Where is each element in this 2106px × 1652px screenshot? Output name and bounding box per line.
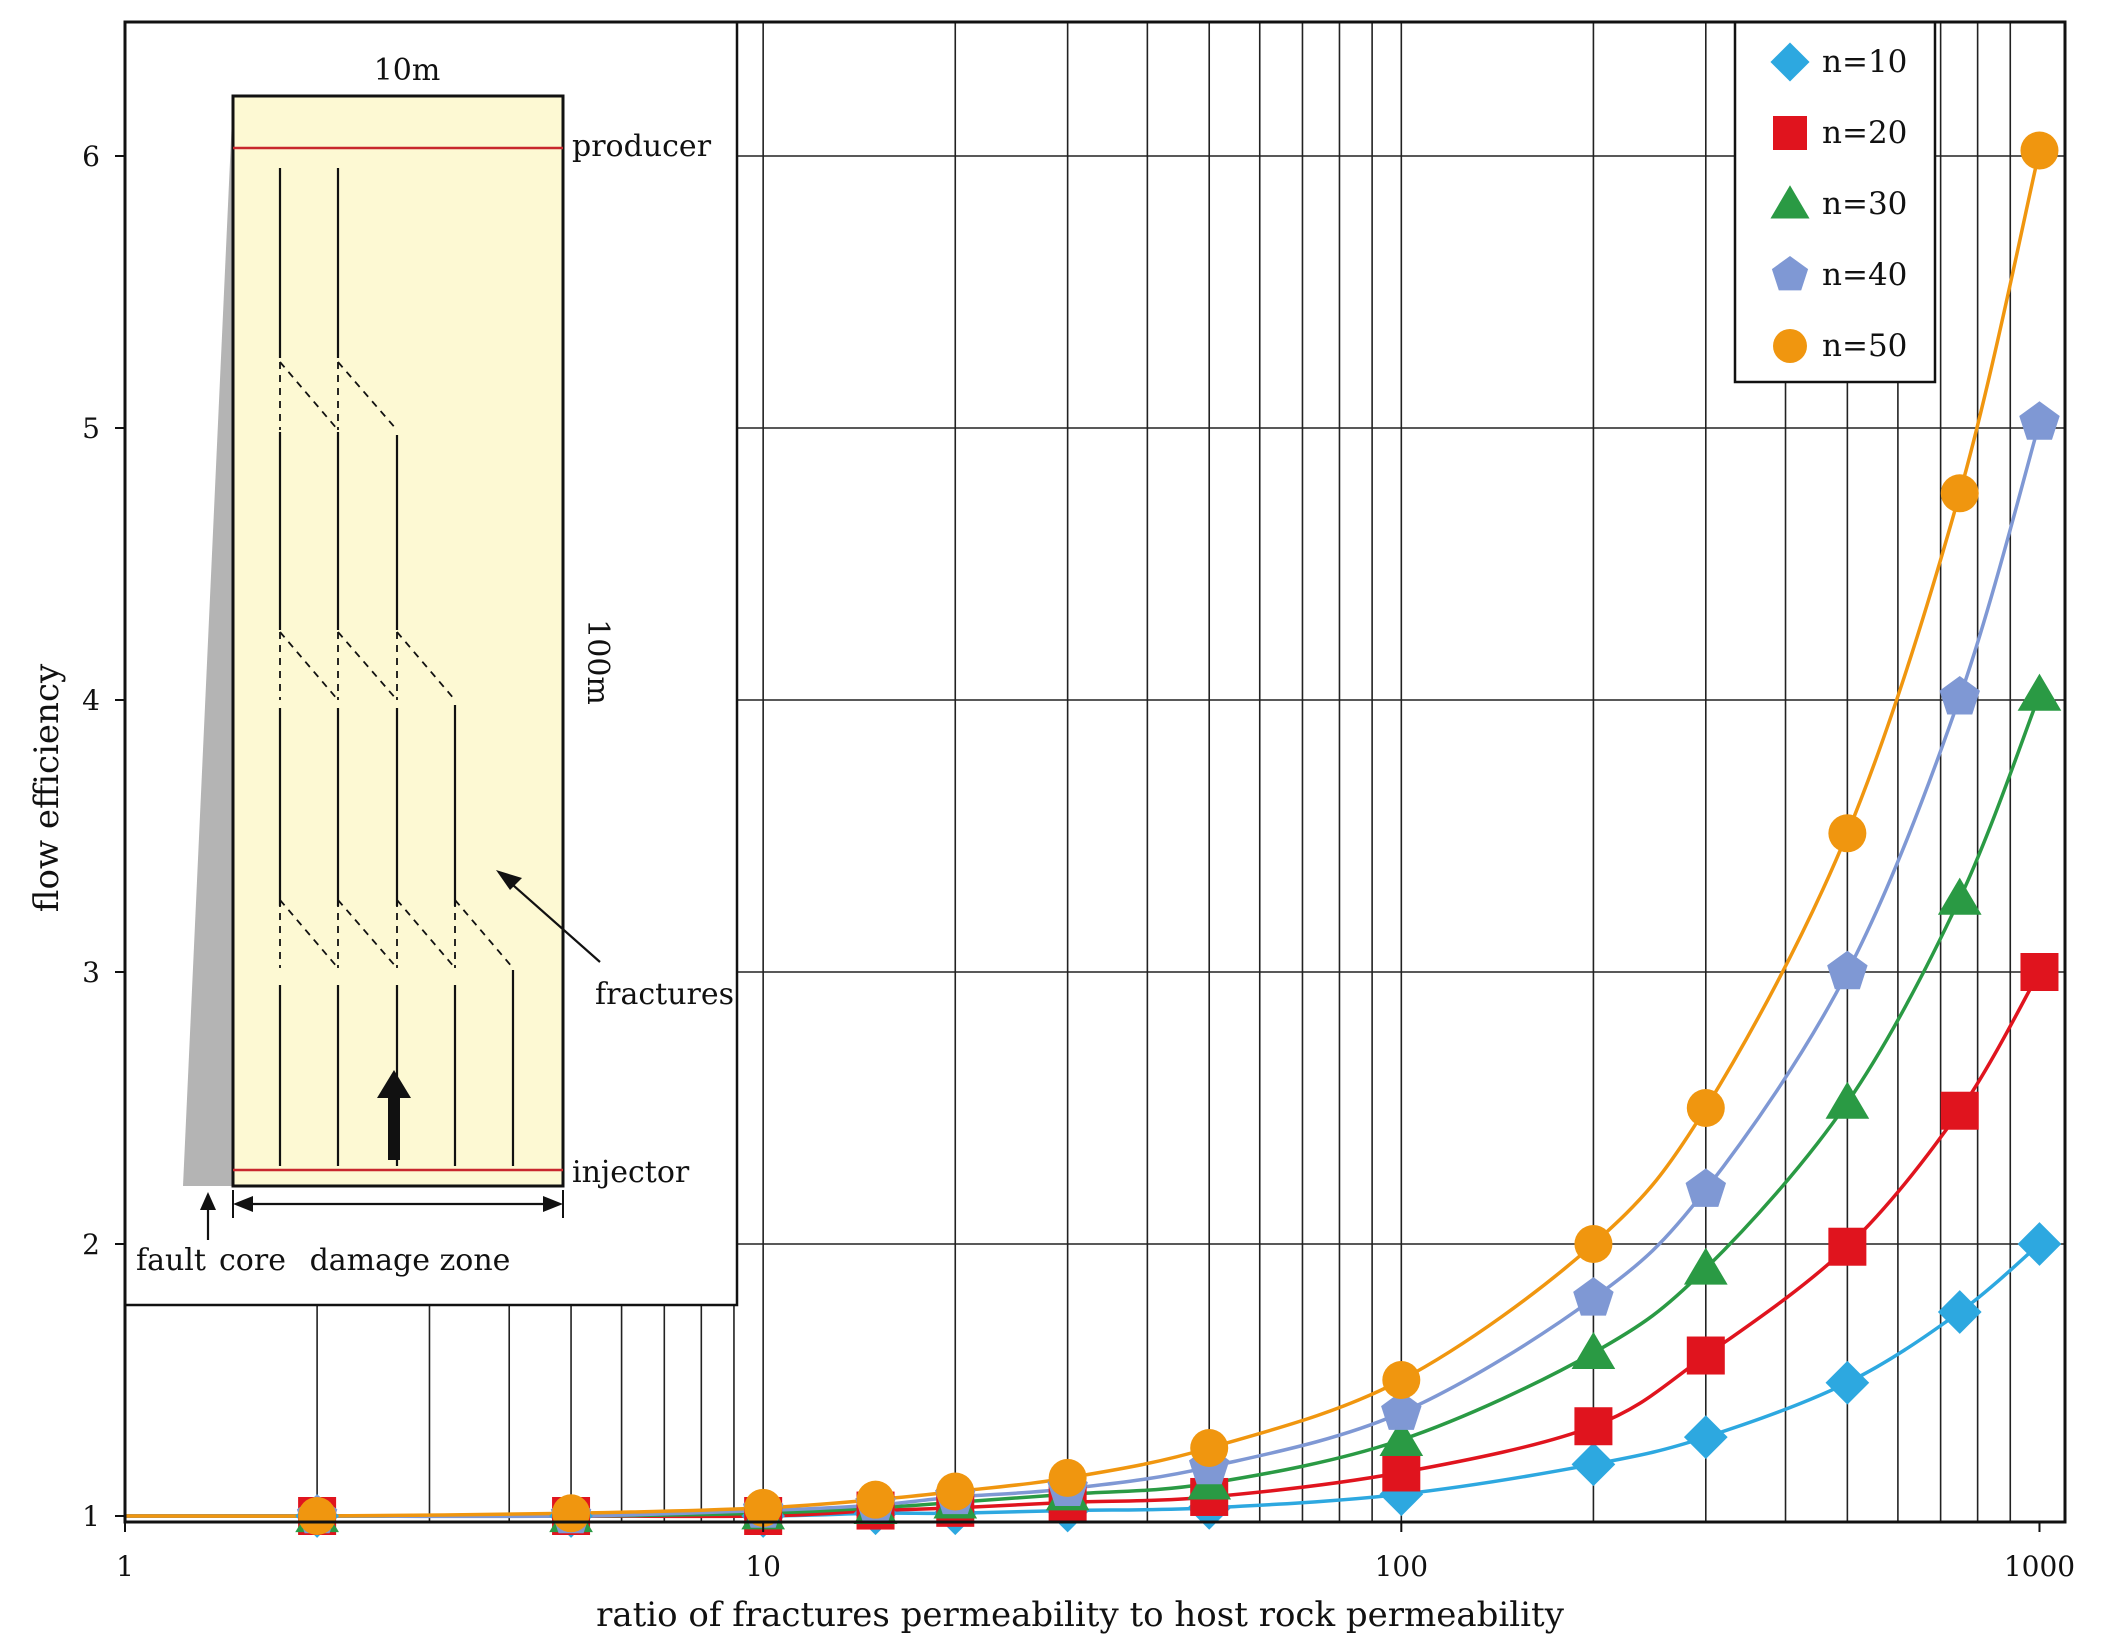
data-point-n=30 bbox=[1937, 877, 1982, 915]
plot-frame bbox=[123, 20, 2067, 1524]
data-point-n=50 bbox=[936, 1472, 975, 1511]
data-point-n=20 bbox=[1574, 1407, 1613, 1446]
legend-box bbox=[1733, 20, 1937, 384]
data-point-n=40 bbox=[1939, 676, 1980, 715]
x-tick-label: 100 bbox=[1375, 1550, 1428, 1583]
data-point-n=50 bbox=[1382, 1361, 1421, 1399]
y-axis-title: flow efficiency bbox=[27, 663, 67, 912]
legend-label: n=40 bbox=[1822, 257, 1907, 293]
fracture-link bbox=[396, 631, 456, 701]
data-point-n=20 bbox=[1828, 1227, 1867, 1266]
fractures-pointer bbox=[504, 877, 601, 963]
data-point-n=10 bbox=[2017, 1222, 2062, 1266]
data-point-n=50 bbox=[856, 1480, 895, 1519]
data-point-n=50 bbox=[1574, 1225, 1613, 1263]
data-point-n=50 bbox=[552, 1494, 591, 1533]
data-point-n=50 bbox=[2020, 131, 2059, 170]
injector-label: injector bbox=[572, 1155, 690, 1190]
fracture-link bbox=[454, 899, 514, 969]
data-point-n=30 bbox=[1825, 1081, 1870, 1119]
data-point-n=30 bbox=[1571, 1331, 1616, 1369]
legend-marker-n=10 bbox=[1770, 42, 1810, 82]
legend-label: n=20 bbox=[1822, 115, 1907, 151]
tick-labels: 1 10 100 1000 1 2 3 4 5 6 bbox=[82, 140, 2075, 1583]
y-tick-label: 5 bbox=[82, 412, 100, 445]
data-point-n=30 bbox=[1683, 1247, 1728, 1285]
data-point-n=10 bbox=[1571, 1442, 1616, 1487]
fault-label: fault bbox=[136, 1243, 206, 1278]
model-inset: 10m producer injector fractures fault core dam… bbox=[123, 20, 739, 1307]
core-label: core bbox=[219, 1243, 286, 1278]
data-point-n=40 bbox=[1685, 1168, 1727, 1207]
fracture-link bbox=[337, 361, 398, 431]
legend-label: n=50 bbox=[1822, 328, 1907, 364]
flow-arrow-shaft bbox=[388, 1090, 400, 1160]
legend-label: n=10 bbox=[1822, 44, 1907, 80]
data-point-n=10 bbox=[1825, 1360, 1870, 1405]
y-tick-label: 1 bbox=[82, 1500, 100, 1533]
data-point-n=30 bbox=[2017, 673, 2062, 711]
fracture-link bbox=[279, 631, 339, 701]
data-point-n=50 bbox=[298, 1497, 337, 1535]
x-axis-title: ratio of fractures permeability to host … bbox=[596, 1595, 1565, 1635]
data-point-n=50 bbox=[1686, 1089, 1725, 1127]
legend-label: n=30 bbox=[1822, 186, 1907, 222]
data-point-n=40 bbox=[2019, 401, 2060, 440]
fractures-pointer-head bbox=[496, 870, 522, 890]
legend-marker-n=50 bbox=[1773, 329, 1807, 363]
y-tick-label: 6 bbox=[82, 140, 100, 173]
data-point-n=50 bbox=[1190, 1429, 1229, 1467]
data-point-n=20 bbox=[1686, 1336, 1725, 1375]
data-point-n=20 bbox=[1940, 1091, 1979, 1130]
legend-marker-n=30 bbox=[1770, 185, 1810, 219]
fracture-link bbox=[337, 899, 398, 969]
x-tick-label: 1 bbox=[116, 1550, 134, 1583]
fracture-link bbox=[279, 361, 339, 431]
fault-core bbox=[183, 96, 233, 1186]
fracture-link bbox=[279, 899, 339, 969]
data-point-n=20 bbox=[1382, 1453, 1421, 1492]
data-point-n=40 bbox=[1381, 1391, 1422, 1430]
fracture-link bbox=[337, 631, 398, 701]
fault-core-pointer-head bbox=[200, 1192, 216, 1210]
damage-zone-label: damage zone bbox=[310, 1243, 511, 1278]
y-tick-label: 2 bbox=[82, 1228, 100, 1261]
dimension-head-left bbox=[233, 1196, 253, 1212]
producer-label: producer bbox=[572, 129, 712, 164]
dimension-head-right bbox=[543, 1196, 563, 1212]
x-tick-label: 10 bbox=[745, 1550, 781, 1583]
y-tick-label: 3 bbox=[82, 956, 100, 989]
y-tick-label: 4 bbox=[82, 684, 100, 717]
flow-arrow-head bbox=[377, 1070, 411, 1098]
data-point-n=50 bbox=[1828, 814, 1867, 853]
legend: n=10 n=20 n=30 n=40 n=50 bbox=[1733, 20, 1937, 384]
legend-marker-n=20 bbox=[1773, 116, 1807, 150]
data-point-n=50 bbox=[744, 1488, 783, 1527]
data-point-n=40 bbox=[1573, 1277, 1614, 1316]
fractures-label: fractures bbox=[595, 977, 734, 1012]
data-point-n=50 bbox=[1940, 474, 1979, 513]
fracture-link bbox=[396, 899, 456, 969]
legend-marker-n=40 bbox=[1771, 255, 1809, 291]
data-point-n=20 bbox=[2020, 953, 2059, 991]
width-label: 10m bbox=[374, 53, 441, 88]
data-point-n=30 bbox=[1379, 1418, 1424, 1456]
height-label: 100m bbox=[580, 619, 615, 705]
data-point-n=10 bbox=[1937, 1290, 1982, 1334]
x-tick-label: 1000 bbox=[2004, 1550, 2075, 1583]
data-point-n=50 bbox=[1048, 1458, 1087, 1497]
data-point-n=10 bbox=[1683, 1415, 1728, 1459]
data-point-n=40 bbox=[1827, 950, 1868, 990]
